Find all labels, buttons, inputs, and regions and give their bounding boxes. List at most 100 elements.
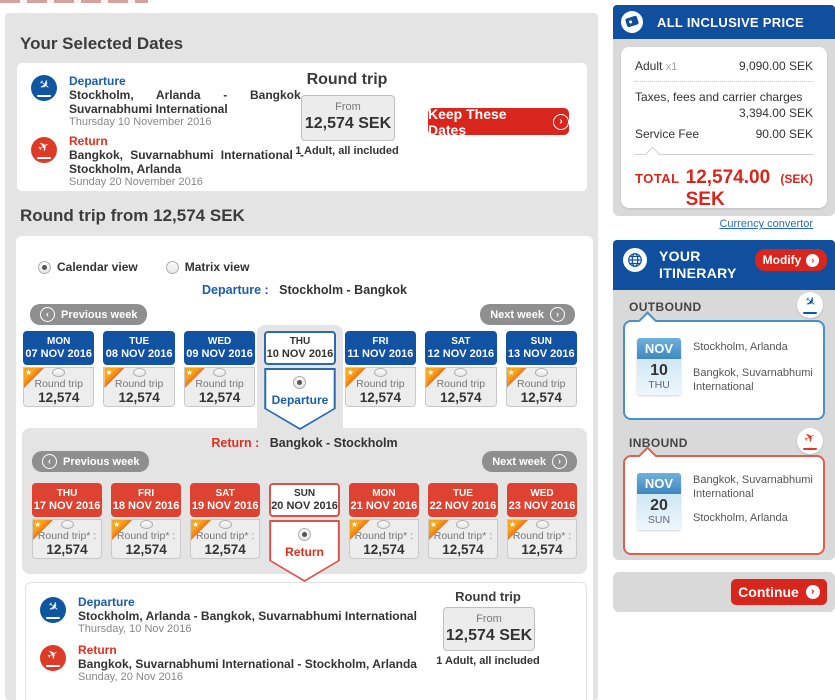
calendar-view-radio[interactable] [38, 260, 51, 274]
summary-from-price-box: From 12,574 SEK [443, 607, 535, 651]
day-of-week: SAT [215, 488, 235, 499]
day-of-week: SUN [530, 336, 552, 347]
matrix-view-option[interactable]: Matrix view [165, 260, 249, 274]
calendar-day-column-wed: WED 23 NOV 2016 ★ Round trip* :12,574 [506, 483, 578, 582]
selected-cell-content: Return [269, 520, 340, 559]
departure-previous-week-button[interactable]: ‹ Previous week [30, 304, 148, 325]
inbound-label: INBOUND [629, 436, 688, 450]
selected-departure-cell: Departure [264, 368, 336, 430]
fare-radio[interactable] [377, 520, 391, 529]
return-route-line: Return : Bangkok - Stockholm [22, 436, 587, 450]
itinerary-panel-body: OUTBOUND ✈ NOV 10 THU Stockholm, Arlanda… [613, 290, 835, 560]
fare-cell-mon[interactable]: ★ Round trip* :12,574 [348, 519, 419, 559]
departure-next-week-button[interactable]: Next week › [480, 304, 575, 325]
selected-dates-heading: Your Selected Dates [20, 34, 184, 53]
summary-departure-route: Stockholm, Arlanda - Bangkok, Suvarnabhu… [78, 609, 417, 623]
fare-radio[interactable] [139, 520, 153, 529]
calendar-day-column-mon: MON 21 NOV 2016 ★ Round trip* :12,574 [348, 483, 419, 582]
departure-route-line: Departure : Stockholm - Bangkok [16, 283, 593, 297]
fare-cell-wed[interactable]: ★ Round trip 12,574 [183, 367, 256, 407]
day-header-thu: THU 17 NOV 2016 [32, 483, 103, 517]
fare-radio[interactable] [52, 368, 66, 377]
day-header-sun: SUN 13 NOV 2016 [505, 331, 577, 365]
fare-cell-sun[interactable]: ★ Round trip 12,574 [505, 367, 577, 407]
arrow-right-icon: › [553, 113, 569, 130]
fare-radio[interactable] [534, 368, 548, 377]
keep-these-dates-button[interactable]: Keep These Dates › [428, 105, 569, 138]
summary-trip-type: Round trip [455, 589, 521, 604]
fare-cell-tue[interactable]: ★ Round trip 12,574 [103, 367, 175, 407]
matrix-view-radio[interactable] [165, 260, 179, 274]
fare-radio[interactable] [218, 520, 232, 529]
fare-radio[interactable] [456, 520, 470, 529]
day-of-week: WED [207, 336, 232, 347]
selected-day-radio[interactable] [298, 528, 312, 541]
fare-cell-wed[interactable]: ★ Round trip* :12,574 [506, 519, 578, 559]
return-prefix: Return : [211, 436, 260, 450]
roundtrip-heading: Round trip from 12,574 SEK [20, 206, 245, 225]
fare-cell-thu[interactable]: ★ Round trip* :12,574 [32, 519, 103, 559]
day-of-week: FRI [138, 488, 155, 499]
fare-price: 12,574 [520, 390, 562, 405]
price-panel-title: ALL INCLUSIVE PRICE [657, 15, 805, 30]
summary-return-route: Bangkok, Suvarnabhumi International - St… [78, 657, 417, 671]
calendar-view-option[interactable]: Calendar view [38, 260, 138, 274]
fare-radio[interactable] [60, 520, 74, 529]
fare-type-label: Round trip* : [512, 530, 572, 542]
taxes-label: Taxes, fees and carrier charges [635, 90, 803, 104]
return-plane-icon: ✈ [31, 137, 57, 163]
arrow-right-icon: › [805, 585, 820, 599]
summary-adult-note: 1 Adult, all included [436, 655, 540, 667]
fare-radio[interactable] [535, 520, 549, 529]
calendar-day-column-tue: TUE 08 NOV 2016 ★ Round trip 12,574 [103, 331, 175, 430]
fare-cell-mon[interactable]: ★ Round trip 12,574 [23, 367, 95, 407]
selected-cell-label: Return [285, 545, 324, 559]
day-header-sat: SAT 12 NOV 2016 [425, 331, 497, 365]
fare-cell-fri[interactable]: ★ Round trip* :12,574 [111, 519, 182, 559]
fare-radio[interactable] [213, 368, 227, 377]
arrow-right-icon: › [550, 307, 565, 322]
day-of-week: MON [372, 488, 396, 499]
fare-price: 12,574 [363, 542, 405, 557]
fare-cell-sat[interactable]: ★ Round trip 12,574 [425, 367, 497, 407]
day-date: 13 NOV 2016 [507, 348, 575, 360]
inbound-dow: SUN [647, 514, 671, 526]
selected-return-cell: Return [269, 520, 340, 582]
fare-cell-tue[interactable]: ★ Round trip* :12,574 [427, 519, 498, 559]
departure-date: Thursday 10 November 2016 [69, 116, 212, 128]
selected-day-radio[interactable] [293, 376, 307, 389]
outbound-plane-icon: ✈ [797, 292, 823, 318]
fare-price: 12,574 [440, 390, 482, 405]
outbound-card: NOV 10 THU Stockholm, Arlanda Bangkok, S… [623, 311, 825, 420]
fare-radio[interactable] [373, 368, 387, 377]
currency-convertor-link[interactable]: Currency convertor [719, 218, 813, 230]
previous-week-label: Previous week [63, 455, 140, 468]
day-date: 10 NOV 2016 [266, 348, 334, 360]
itinerary-panel-title: YOUR ITINERARY [659, 248, 737, 281]
fare-price: 12,574 [38, 390, 80, 405]
modify-button[interactable]: Modify › [755, 249, 827, 271]
inbound-month: NOV [637, 473, 681, 494]
inbound-day: 20 [650, 497, 668, 514]
outbound-label: OUTBOUND [629, 300, 702, 314]
fare-cell-fri[interactable]: ★ Round trip 12,574 [344, 367, 417, 407]
fare-cell-sat[interactable]: ★ Round trip* :12,574 [190, 519, 261, 559]
day-of-week: FRI [372, 336, 389, 347]
day-date: 08 NOV 2016 [105, 348, 173, 360]
fare-radio[interactable] [454, 368, 468, 377]
summary-return-label: Return [78, 643, 117, 657]
arrow-left-icon: ‹ [42, 454, 57, 469]
day-header-wed: WED 09 NOV 2016 [183, 331, 256, 365]
from-price-box: From 12,574 SEK [301, 95, 395, 141]
continue-button[interactable]: Continue › [731, 579, 827, 605]
keep-these-dates-label: Keep These Dates [428, 105, 507, 138]
calendar-day-column-thu: THU 17 NOV 2016 ★ Round trip* :12,574 [32, 483, 103, 582]
return-next-week-button[interactable]: Next week › [482, 451, 577, 472]
fare-radio[interactable] [132, 368, 146, 377]
return-previous-week-button[interactable]: ‹ Previous week [32, 451, 150, 472]
adult-note: 1 Adult, all included [295, 145, 399, 157]
day-date: 22 NOV 2016 [429, 500, 497, 512]
fare-type-label: Round trip* : [116, 530, 176, 542]
fare-type-label: Round trip [517, 378, 566, 390]
inbound-from: Bangkok, Suvarnabhumi International [693, 474, 813, 500]
